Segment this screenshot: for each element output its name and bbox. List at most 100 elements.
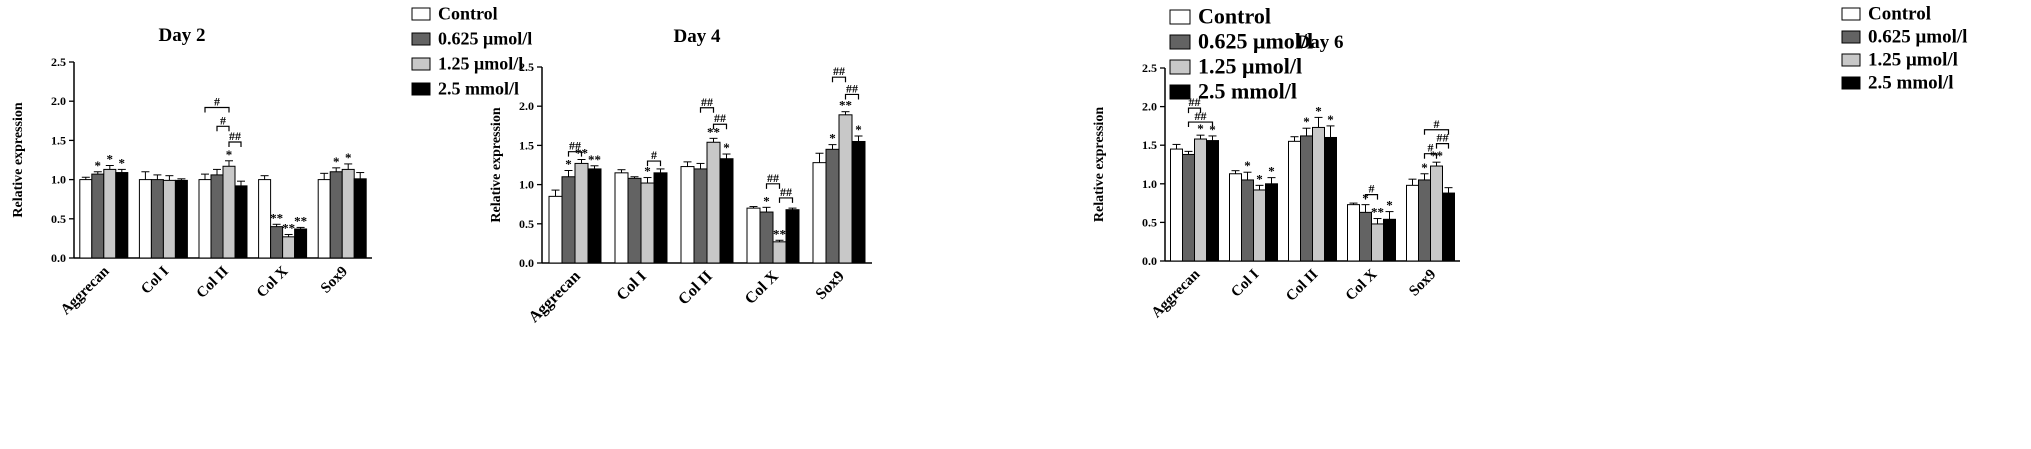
significance-star: * [1421, 160, 1428, 175]
bar [294, 228, 308, 259]
legend-swatch [1841, 7, 1861, 21]
bar [329, 171, 343, 259]
bar [198, 179, 212, 259]
bar [587, 168, 602, 264]
bar [222, 165, 236, 259]
x-tick-label: Col II [1283, 266, 1321, 304]
significance-star: * [1303, 114, 1310, 129]
bar [548, 195, 563, 264]
x-tick-label: Sox9 [813, 268, 848, 303]
bar [1206, 140, 1219, 262]
significance-star: * [345, 150, 352, 165]
significance-hash: ## [569, 139, 581, 153]
legend-label: 1.25 μmol/l [438, 54, 523, 74]
bar [1359, 211, 1372, 262]
legend-label: 0.625 μmol/l [438, 29, 532, 49]
significance-star: * [829, 131, 836, 146]
significance-star: * [723, 140, 730, 155]
legend-label: 1.25 μmol/l [1868, 50, 1958, 71]
significance-bracket [216, 125, 230, 132]
bar [174, 179, 188, 259]
bar [1371, 223, 1384, 262]
bar [1194, 138, 1207, 262]
x-tick-label: Col X [742, 267, 782, 307]
significance-star: * [1209, 122, 1216, 137]
legend-swatch [1169, 34, 1191, 50]
significance-star: * [1386, 198, 1393, 213]
significance-star: ** [282, 220, 295, 235]
significance-bracket [228, 141, 242, 147]
bar [162, 179, 176, 259]
significance-hash: # [1434, 117, 1440, 131]
significance-bracket [831, 76, 847, 83]
bar [353, 178, 367, 259]
y-tick-label: 1.0 [519, 178, 534, 192]
significance-star: * [565, 156, 572, 171]
bar [258, 179, 272, 259]
y-tick-label: 2.0 [519, 99, 534, 113]
x-tick-label: Col X [254, 263, 292, 301]
y-tick-label: 0.0 [1142, 254, 1157, 268]
y-tick-label: 1.0 [51, 173, 66, 187]
bar [772, 241, 787, 264]
bar [1288, 140, 1301, 262]
y-axis-label: Relative expression [489, 107, 504, 222]
x-tick-label: Aggrecan [526, 268, 584, 326]
legend-label: 2.5 mmol/l [438, 79, 519, 99]
x-tick-label: Col II [675, 268, 716, 309]
y-tick-label: 0.5 [519, 217, 534, 231]
bar [115, 172, 129, 259]
significance-bracket [1423, 129, 1450, 135]
significance-star: * [763, 193, 770, 208]
y-tick-label: 1.0 [1142, 177, 1157, 191]
significance-star: * [855, 122, 862, 137]
significance-bracket [567, 151, 583, 157]
significance-hash: ## [229, 129, 241, 143]
bar [1430, 165, 1443, 262]
y-tick-label: 0.0 [519, 256, 534, 270]
significance-star: * [107, 151, 114, 166]
significance-hash: # [1369, 182, 1375, 196]
y-tick-label: 2.5 [519, 60, 534, 74]
bar [1265, 183, 1278, 262]
bar [693, 168, 708, 264]
bar [680, 166, 695, 264]
significance-star: * [1268, 164, 1275, 179]
y-tick-label: 1.5 [1142, 138, 1157, 152]
significance-bracket [204, 106, 230, 113]
bar [574, 162, 589, 264]
bar [234, 185, 248, 259]
bar [210, 174, 224, 259]
significance-bracket [1435, 143, 1450, 149]
y-axis-label: Relative expression [11, 102, 26, 217]
bar [746, 207, 761, 264]
significance-star: * [1256, 171, 1263, 186]
significance-hash: ## [833, 64, 845, 78]
legend-swatch [411, 32, 431, 46]
bar [1229, 173, 1242, 262]
chart-title: Day 2 [159, 25, 206, 46]
significance-bracket [646, 160, 662, 167]
x-tick-label: Aggrecan [58, 263, 113, 318]
chart-title: Day 6 [1297, 32, 1344, 53]
bar [341, 168, 355, 259]
bar [706, 141, 721, 264]
x-tick-label: Sox9 [318, 264, 351, 297]
x-tick-label: Col I [1228, 266, 1262, 300]
x-tick-label: Aggrecan [1149, 266, 1204, 321]
bar [759, 211, 774, 264]
significance-bracket [1187, 107, 1202, 114]
bar [1442, 192, 1455, 262]
significance-star: * [644, 164, 651, 179]
significance-bracket [778, 197, 794, 203]
significance-hash: ## [1189, 95, 1201, 109]
legend-swatch [411, 57, 431, 71]
bar [79, 179, 93, 259]
y-tick-label: 2.0 [51, 94, 66, 108]
bar [1182, 153, 1195, 262]
bar [1383, 218, 1396, 262]
significance-star: ** [294, 213, 307, 228]
legend-swatch [1841, 30, 1861, 44]
y-tick-label: 1.5 [519, 138, 534, 152]
